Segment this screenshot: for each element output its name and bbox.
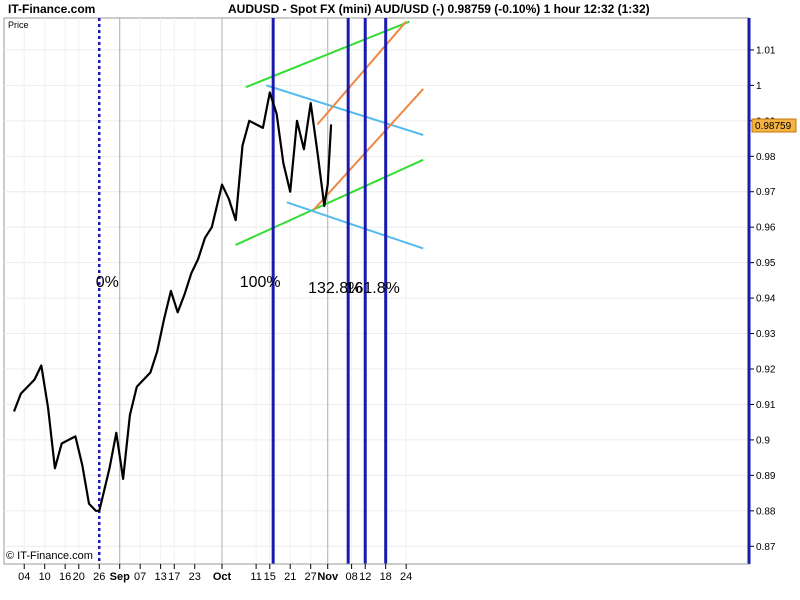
- y-tick-label: 0.91: [756, 400, 776, 411]
- x-tick-label: 12: [359, 571, 371, 583]
- price-tag: 0.98759: [755, 121, 792, 132]
- fib-time-lines: [98, 18, 388, 564]
- x-tick-label: 21: [284, 571, 296, 583]
- copyright: © IT-Finance.com: [6, 550, 93, 562]
- x-tick-label: 24: [400, 571, 412, 583]
- trendline: [266, 84, 424, 136]
- fib-label: 161.8%: [346, 280, 400, 297]
- x-tick-label: 27: [305, 571, 317, 583]
- y-axis-label: Price: [8, 20, 29, 30]
- y-axis: 0.87 0.88 0.89 0.9 0.91 0.92 0.93 0.94 0.95 0.96 0…: [747, 18, 776, 564]
- x-tick-label: 26: [93, 571, 105, 583]
- y-tick-label: 0.87: [756, 542, 776, 553]
- y-tick-label: 0.95: [756, 258, 776, 269]
- x-axis: 04 10 16 20 26 Sep 07 13 17 23 Oct 11 15 21 27 Nov 08 12 1…: [4, 563, 749, 583]
- x-tick-label: 10: [39, 571, 51, 583]
- brand-label: IT-Finance.com: [8, 2, 96, 16]
- x-tick-label: 17: [168, 571, 180, 583]
- y-tick-label: 0.94: [756, 294, 776, 305]
- trendline: [286, 201, 424, 250]
- chart-title: AUDUSD - Spot FX (mini) AUD/USD (-) 0.98…: [228, 2, 650, 16]
- x-tick-label: 11: [250, 571, 261, 583]
- x-tick-label: Oct: [213, 571, 232, 583]
- plot-frame: [3, 17, 750, 565]
- fib-label: 0%: [96, 274, 119, 291]
- trendline: [313, 88, 424, 211]
- x-tick-label: 20: [73, 571, 85, 583]
- y-tick-label: 1.01: [756, 45, 776, 56]
- x-tick-label: 16: [59, 571, 71, 583]
- fib-labels: 0% 100% 132.8%161.8%: [96, 274, 400, 297]
- price-series-line: [12, 91, 333, 512]
- y-tick-label: 0.92: [756, 365, 776, 376]
- x-tick-label: 15: [264, 571, 276, 583]
- y-tick-label: 0.9: [756, 435, 770, 446]
- price-tag-box: [751, 118, 797, 133]
- fib-label: 100%: [240, 274, 281, 291]
- x-tick-label: 18: [380, 571, 392, 583]
- y-tick-label: 0.89: [756, 471, 776, 482]
- y-tick-label: 0.93: [756, 329, 776, 340]
- y-tick-label: 1: [756, 81, 762, 92]
- trendline: [235, 158, 424, 246]
- x-tick-label: 04: [18, 571, 30, 583]
- trendline: [316, 20, 407, 126]
- x-tick-label: Sep: [110, 571, 130, 583]
- x-tick-label: 23: [189, 571, 201, 583]
- fib-label: 132.8%: [308, 280, 362, 297]
- x-tick-label: Nov: [317, 571, 339, 583]
- y-tick-label: 0.96: [756, 223, 776, 234]
- x-tick-label: 08: [345, 571, 357, 583]
- y-tick-label: 0.88: [756, 506, 776, 517]
- y-tick-label: 0.97: [756, 187, 776, 198]
- month-lines: [119, 18, 329, 564]
- chart-header: IT-Finance.com AUDUSD - Spot FX (mini) A…: [0, 0, 800, 18]
- x-tick-label: 13: [155, 571, 167, 583]
- y-tick-label: 0.98: [756, 152, 776, 163]
- x-tick-label: 07: [134, 571, 146, 583]
